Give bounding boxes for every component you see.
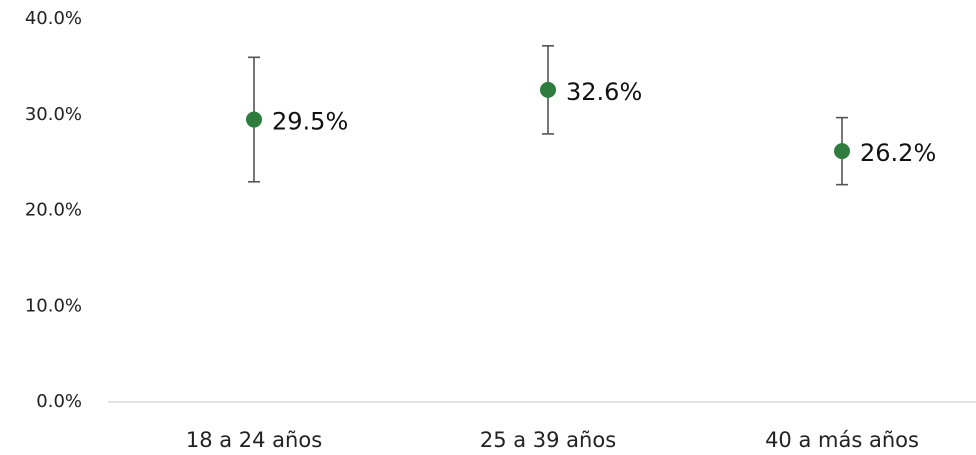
x-tick-label: 40 a más años bbox=[765, 428, 919, 452]
x-tick-label: 18 a 24 años bbox=[186, 428, 322, 452]
y-axis: 0.0% 10.0% 20.0% 30.0% 40.0% bbox=[25, 8, 82, 412]
y-tick-label: 0.0% bbox=[36, 391, 82, 412]
data-label: 32.6% bbox=[566, 78, 642, 106]
data-point bbox=[246, 111, 262, 128]
data-labels: 29.5% 32.6% 26.2% bbox=[272, 78, 936, 167]
x-tick-label: 25 a 39 años bbox=[480, 428, 616, 452]
y-tick-label: 20.0% bbox=[25, 200, 82, 221]
data-label: 26.2% bbox=[860, 139, 936, 167]
data-label: 29.5% bbox=[272, 108, 348, 136]
x-axis: 18 a 24 años 25 a 39 años 40 a más años bbox=[186, 428, 919, 452]
y-tick-label: 10.0% bbox=[25, 295, 82, 316]
y-tick-label: 30.0% bbox=[25, 104, 82, 125]
data-point bbox=[834, 143, 850, 160]
data-points bbox=[246, 81, 850, 160]
y-tick-label: 40.0% bbox=[25, 8, 82, 29]
data-point bbox=[540, 81, 556, 98]
